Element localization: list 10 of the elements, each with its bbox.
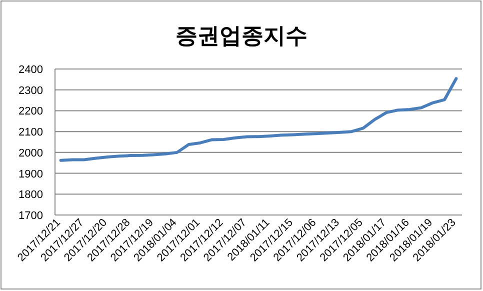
y-tick-label: 2200: [18, 106, 43, 118]
line-series: [59, 77, 458, 162]
y-tick-label: 1800: [18, 189, 43, 202]
chart-title: 증권업종지수: [176, 23, 308, 48]
y-tick-label: 1700: [18, 210, 43, 222]
y-tick-label: 2100: [18, 126, 43, 139]
y-tick-label: 2300: [18, 84, 43, 97]
y-tick-label: 2000: [18, 147, 43, 160]
y-tick-label: 1900: [18, 168, 43, 180]
y-tick-label: 2400: [18, 64, 43, 76]
